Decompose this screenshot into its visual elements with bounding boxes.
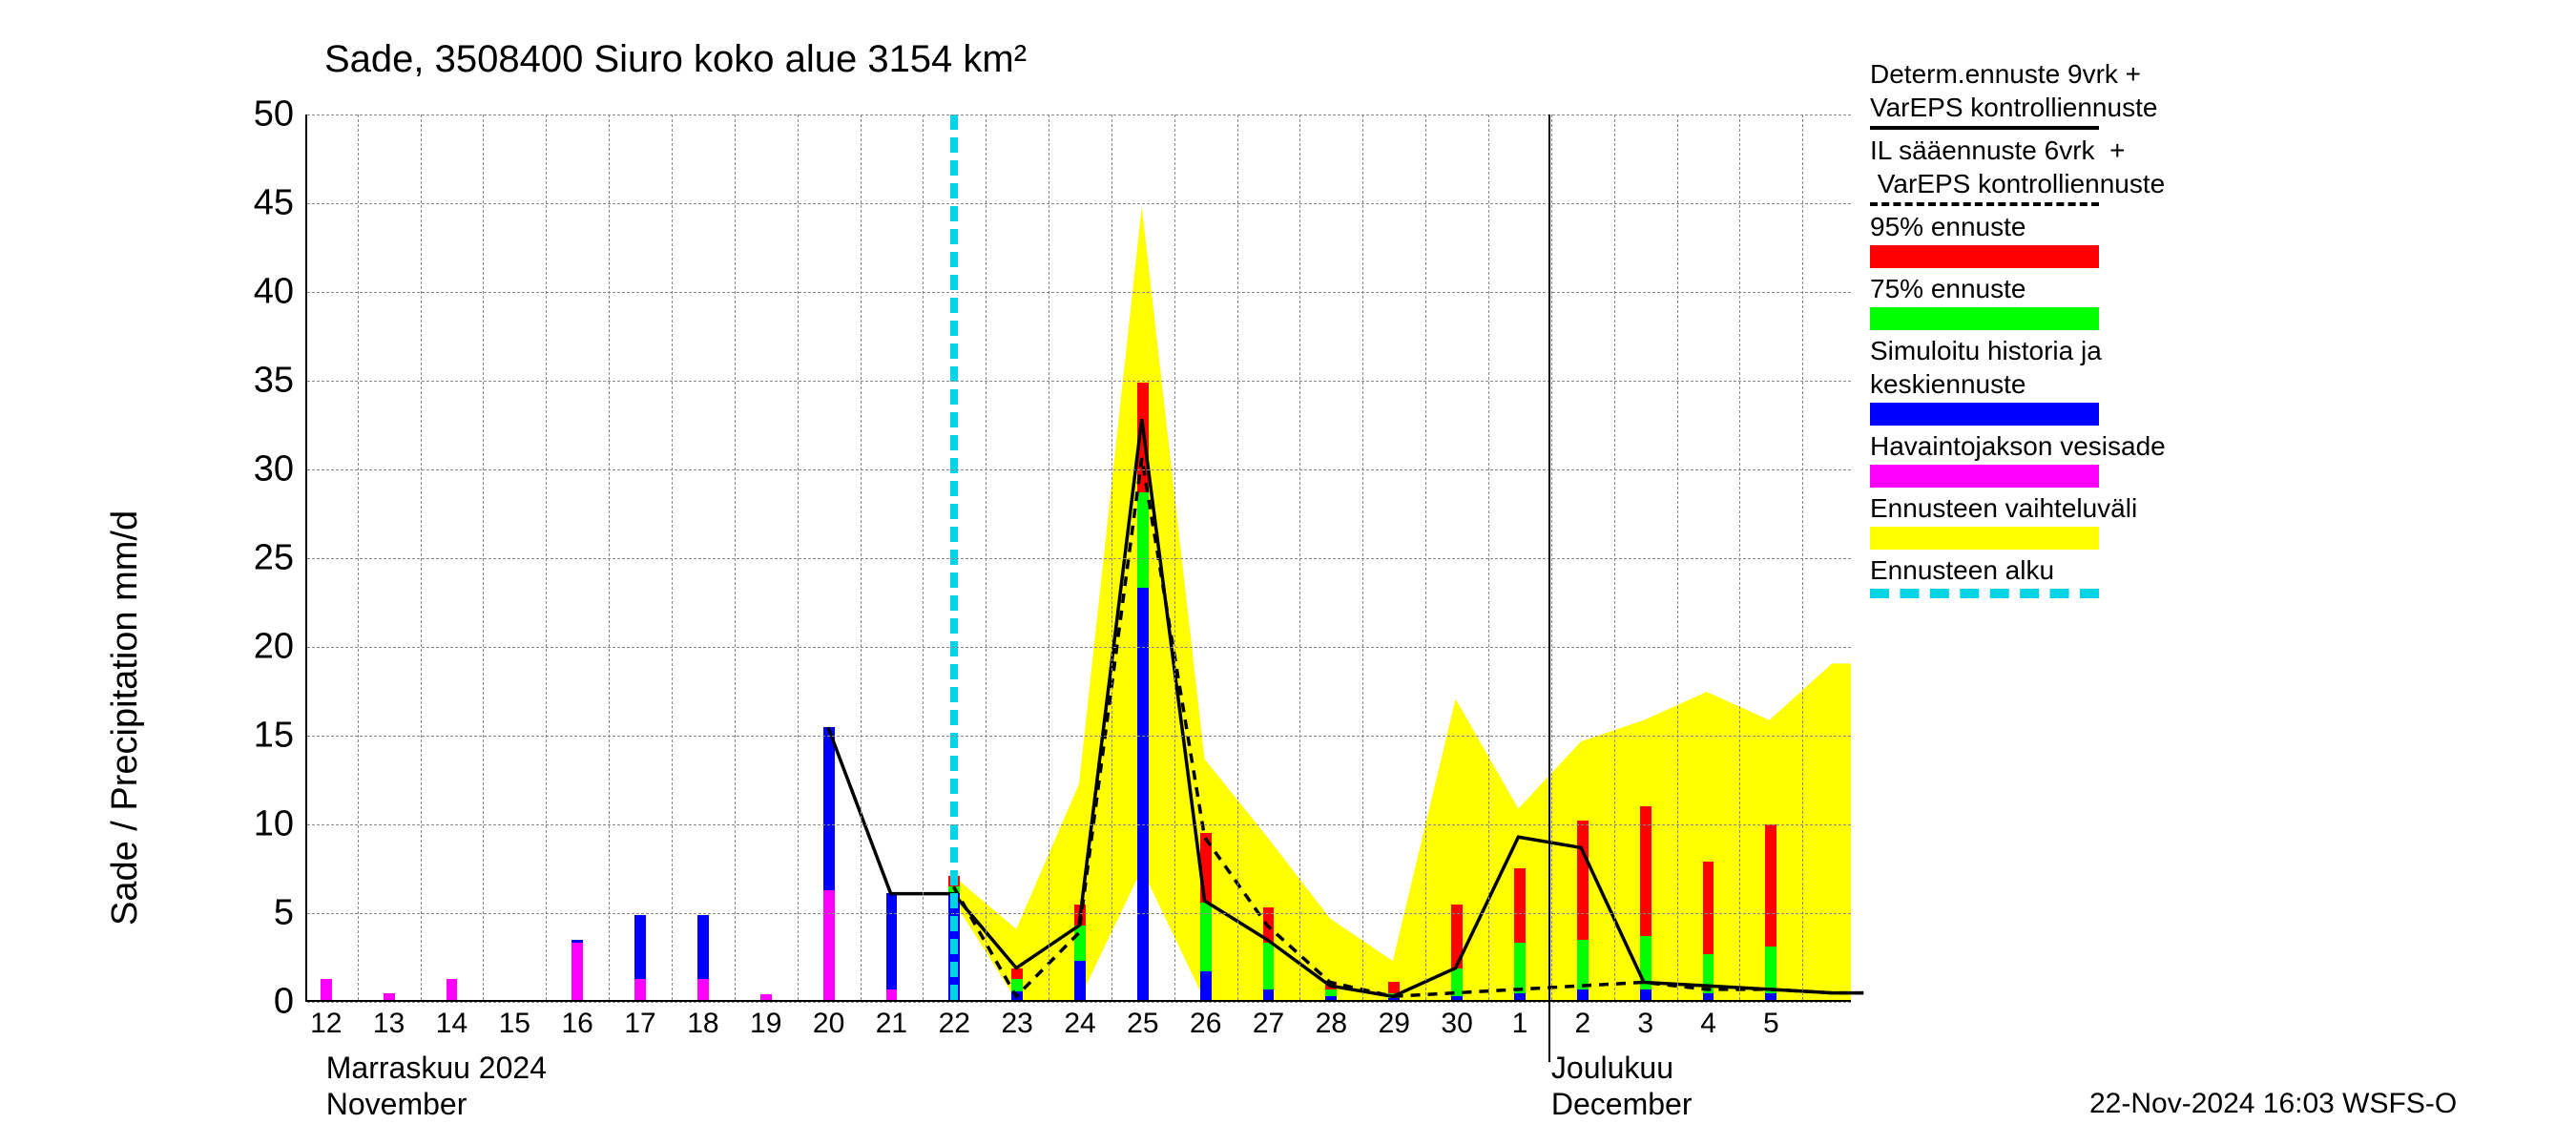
x-tick: 25 xyxy=(1127,1000,1158,1040)
forecast-start-line xyxy=(950,114,958,1000)
gridline-h xyxy=(307,114,1851,115)
gridline-v xyxy=(1362,114,1363,1000)
x-tick: 4 xyxy=(1700,1000,1716,1040)
x-tick: 28 xyxy=(1316,1000,1347,1040)
legend-swatch xyxy=(1870,403,2099,426)
y-tick: 45 xyxy=(254,183,307,224)
gridline-v xyxy=(986,114,987,1000)
gridline-h xyxy=(307,913,1851,914)
gridline-v xyxy=(1614,114,1615,1000)
x-tick: 29 xyxy=(1379,1000,1410,1040)
x-tick: 30 xyxy=(1441,1000,1472,1040)
gridline-v xyxy=(1425,114,1426,1000)
gridline-v xyxy=(1802,114,1803,1000)
gridline-v xyxy=(735,114,736,1000)
legend-item: Ennusteen alku xyxy=(1870,553,2166,598)
legend-text: Ennusteen vaihteluväli xyxy=(1870,491,2166,525)
gridline-v xyxy=(358,114,359,1000)
gridline-v xyxy=(923,114,924,1000)
gridline-v xyxy=(421,114,422,1000)
legend-swatch xyxy=(1870,245,2099,268)
x-tick: 27 xyxy=(1253,1000,1284,1040)
x-tick: 20 xyxy=(813,1000,844,1040)
legend-item: 95% ennuste xyxy=(1870,210,2166,268)
x-tick: 26 xyxy=(1190,1000,1221,1040)
x-tick: 17 xyxy=(624,1000,655,1040)
legend-item: Simuloitu historia ja keskiennuste xyxy=(1870,334,2166,426)
y-tick: 5 xyxy=(274,893,307,934)
x-tick: 16 xyxy=(561,1000,592,1040)
x-tick: 1 xyxy=(1512,1000,1528,1040)
legend-text: Simuloitu historia ja keskiennuste xyxy=(1870,334,2166,401)
gridline-v xyxy=(1488,114,1489,1000)
gridline-h xyxy=(307,647,1851,648)
forecast-lines xyxy=(307,114,1851,1000)
gridline-h xyxy=(307,203,1851,204)
gridline-v xyxy=(1299,114,1300,1000)
y-tick: 50 xyxy=(254,94,307,135)
y-tick: 25 xyxy=(254,538,307,579)
chart-container: Sade, 3508400 Siuro koko alue 3154 km² S… xyxy=(0,0,2576,1145)
line-determ xyxy=(828,419,1863,996)
x-tick: 23 xyxy=(1001,1000,1032,1040)
legend-item: 75% ennuste xyxy=(1870,272,2166,330)
month-label: Marraskuu 2024November xyxy=(326,1000,547,1123)
legend-swatch xyxy=(1870,527,2099,550)
gridline-h xyxy=(307,824,1851,825)
x-tick: 21 xyxy=(876,1000,907,1040)
legend-text: 75% ennuste xyxy=(1870,272,2166,305)
y-axis-label: Sade / Precipitation mm/d xyxy=(105,510,146,926)
y-tick: 40 xyxy=(254,272,307,313)
gridline-v xyxy=(609,114,610,1000)
legend-swatch xyxy=(1870,307,2099,330)
gridline-v xyxy=(546,114,547,1000)
gridline-v xyxy=(1174,114,1175,1000)
legend-text: Havaintojakson vesisade xyxy=(1870,429,2166,463)
gridline-v xyxy=(1677,114,1678,1000)
x-tick: 5 xyxy=(1763,1000,1779,1040)
gridline-v xyxy=(861,114,862,1000)
plot-area: 0510152025303540455012131415161718192021… xyxy=(305,114,1851,1002)
legend-text: Ennusteen alku xyxy=(1870,553,2166,587)
gridline-h xyxy=(307,292,1851,293)
legend-text: 95% ennuste xyxy=(1870,210,2166,243)
x-tick: 18 xyxy=(687,1000,718,1040)
gridline-h xyxy=(307,469,1851,470)
month-separator xyxy=(1548,114,1550,1062)
x-tick: 22 xyxy=(939,1000,970,1040)
month-label: JoulukuuDecember xyxy=(1551,1000,1693,1123)
gridline-v xyxy=(1739,114,1740,1000)
legend-item: Ennusteen vaihteluväli xyxy=(1870,491,2166,550)
gridline-h xyxy=(307,736,1851,737)
gridline-v xyxy=(798,114,799,1000)
legend-text: Determ.ennuste 9vrk + VarEPS kontrollien… xyxy=(1870,57,2166,124)
legend: Determ.ennuste 9vrk + VarEPS kontrollien… xyxy=(1870,57,2166,602)
legend-item: Havaintojakson vesisade xyxy=(1870,429,2166,488)
legend-item: Determ.ennuste 9vrk + VarEPS kontrollien… xyxy=(1870,57,2166,130)
legend-swatch xyxy=(1870,465,2099,488)
line-il xyxy=(953,458,1863,996)
legend-text: IL sääennuste 6vrk + VarEPS kontrollienn… xyxy=(1870,134,2166,200)
x-tick: 24 xyxy=(1064,1000,1095,1040)
legend-swatch xyxy=(1870,589,2099,598)
y-tick: 20 xyxy=(254,627,307,668)
legend-swatch xyxy=(1870,202,2099,206)
gridline-h xyxy=(307,381,1851,382)
x-tick: 19 xyxy=(750,1000,781,1040)
legend-swatch xyxy=(1870,126,2099,130)
gridline-v xyxy=(1551,114,1552,1000)
legend-item: IL sääennuste 6vrk + VarEPS kontrollienn… xyxy=(1870,134,2166,206)
y-tick: 35 xyxy=(254,361,307,402)
footer-timestamp: 22-Nov-2024 16:03 WSFS-O xyxy=(2089,1088,2457,1120)
y-tick: 0 xyxy=(274,982,307,1023)
chart-title: Sade, 3508400 Siuro koko alue 3154 km² xyxy=(324,38,1027,81)
y-tick: 10 xyxy=(254,804,307,845)
gridline-h xyxy=(307,558,1851,559)
gridline-v xyxy=(483,114,484,1000)
y-tick: 30 xyxy=(254,449,307,490)
gridline-v xyxy=(1111,114,1112,1000)
gridline-v xyxy=(672,114,673,1000)
gridline-v xyxy=(1237,114,1238,1000)
y-tick: 15 xyxy=(254,716,307,757)
